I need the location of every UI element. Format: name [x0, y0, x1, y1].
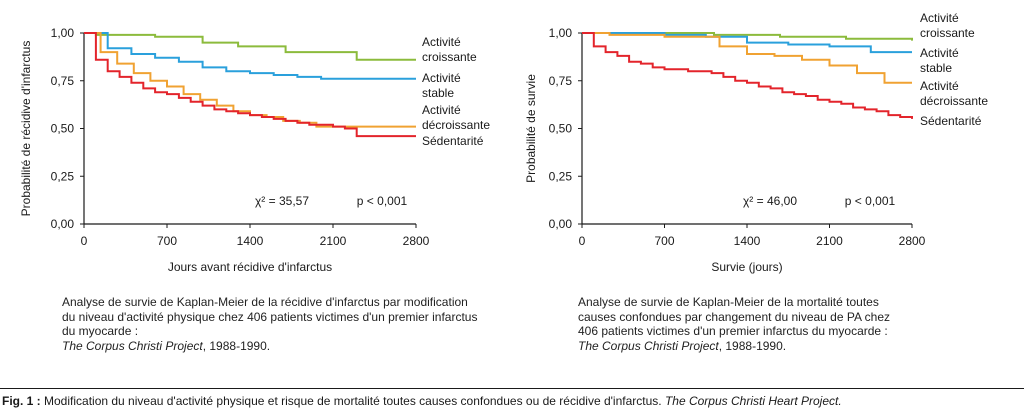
- y-axis-label: Probabilité de récidive d'infarctus: [19, 41, 33, 217]
- figure-caption: Fig. 1 : Modification du niveau d'activi…: [2, 394, 842, 408]
- y-tick-label: 0,00: [549, 217, 573, 231]
- caption-right-source: The Corpus Christi Project: [578, 338, 719, 353]
- series-label: stable: [422, 86, 454, 100]
- series-label: Sédentarité: [920, 114, 982, 128]
- x-axis-label: Survie (jours): [711, 260, 782, 274]
- series-line-1: [582, 32, 913, 41]
- caption-right-text: Analyse de survie de Kaplan-Meier de la …: [578, 295, 890, 338]
- series-label: Sédentarité: [422, 134, 484, 148]
- x-tick-label: 700: [654, 234, 674, 248]
- x-tick-label: 2100: [816, 234, 843, 248]
- y-axis-label: Probabilité de survie: [524, 74, 538, 183]
- caption-divider: [0, 388, 1024, 389]
- x-tick-label: 1400: [734, 234, 761, 248]
- x-tick-label: 2100: [320, 234, 347, 248]
- series-line-2: [582, 32, 912, 54]
- y-tick-label: 0,50: [549, 122, 573, 136]
- y-tick-label: 1,00: [51, 26, 75, 40]
- caption-left-source: The Corpus Christi Project: [62, 338, 203, 353]
- series-line-1: [84, 32, 416, 61]
- caption-left-text: Analyse de survie de Kaplan-Meier de la …: [62, 295, 478, 338]
- series-line-3: [582, 32, 912, 84]
- caption-left: Analyse de survie de Kaplan-Meier de la …: [62, 295, 480, 353]
- series-line-2: [84, 32, 416, 80]
- x-tick-label: 1400: [237, 234, 264, 248]
- y-tick-label: 0,75: [549, 74, 573, 88]
- series-label: stable: [920, 61, 952, 75]
- figure-caption-label: Fig. 1 :: [2, 394, 41, 408]
- chi-square-annotation: χ² = 46,00: [743, 194, 797, 208]
- y-tick-label: 0,00: [51, 217, 75, 231]
- series-label: décroissante: [422, 118, 490, 132]
- figure-caption-source: The Corpus Christi Heart Project.: [664, 394, 842, 408]
- x-axis-label: Jours avant récidive d'infarctus: [168, 260, 332, 274]
- series-label: décroissante: [920, 94, 988, 108]
- y-tick-label: 0,25: [51, 169, 75, 183]
- caption-right: Analyse de survie de Kaplan-Meier de la …: [578, 295, 898, 353]
- caption-right-tail: , 1988-1990.: [718, 338, 787, 353]
- chi-square-annotation: χ² = 35,57: [255, 194, 309, 208]
- chart-panel-2: 0,00 0,25 0,50 0,75 1,00 0 700 1400 2100 2800 Surv…: [524, 11, 988, 274]
- series-label: Activité: [920, 79, 959, 93]
- series-label: Activité: [422, 35, 461, 49]
- p-value-annotation: p < 0,001: [845, 194, 896, 208]
- x-tick-label: 2800: [899, 234, 926, 248]
- caption-left-tail: , 1988-1990.: [202, 338, 271, 353]
- y-tick-label: 0,50: [51, 122, 75, 136]
- series-label: Activité: [920, 46, 959, 60]
- series-label: Activité: [422, 103, 461, 117]
- series-line-4: [582, 32, 913, 119]
- y-tick-label: 0,75: [51, 74, 75, 88]
- chart-panel-1: 0,00 0,25 0,50 0,75 1,00 0 700 1400 2100 2800 Jour…: [19, 26, 490, 274]
- x-tick-label: 0: [81, 234, 88, 248]
- x-tick-label: 0: [579, 234, 586, 248]
- series-line-4: [84, 32, 416, 138]
- series-label: Activité: [920, 11, 959, 25]
- x-tick-label: 2800: [403, 234, 430, 248]
- series-line-3: [84, 32, 416, 128]
- series-label: croissante: [920, 26, 975, 40]
- x-tick-label: 700: [157, 234, 177, 248]
- p-value-annotation: p < 0,001: [357, 194, 408, 208]
- series-label: Activité: [422, 71, 461, 85]
- y-tick-label: 1,00: [549, 26, 573, 40]
- y-tick-label: 0,25: [549, 169, 573, 183]
- series-label: croissante: [422, 50, 477, 64]
- figure-caption-text: Modification du niveau d'activité physiq…: [40, 394, 665, 408]
